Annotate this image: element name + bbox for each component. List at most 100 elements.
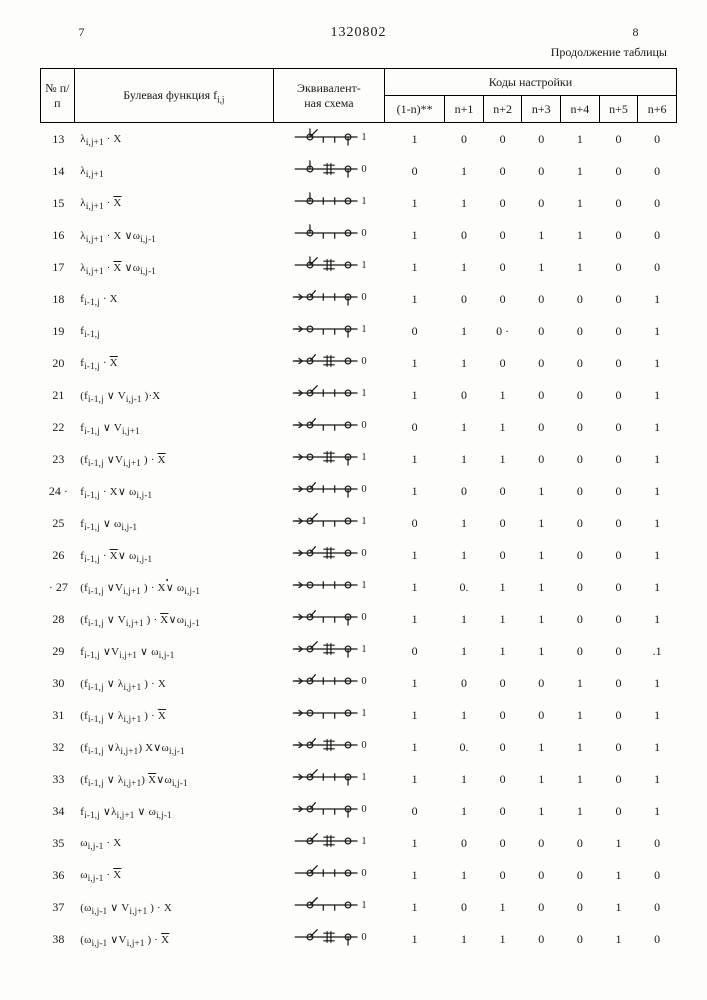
row-func: ωi,j-1 · X (74, 859, 273, 891)
code-0: 1 (384, 827, 444, 859)
code-3: 0 (522, 443, 561, 475)
code-0: 1 (384, 251, 444, 283)
code-1: 1 (445, 923, 484, 955)
code-3: 1 (522, 763, 561, 795)
table-row: 20fi-1,j · X01100001 (41, 347, 677, 379)
row-func: (ωi,j-1 ∨ Vi,j+1 ) · X (74, 891, 273, 923)
code-3: 0 (522, 891, 561, 923)
doc-number: 1320802 (331, 25, 387, 41)
svg-text:1: 1 (361, 836, 366, 847)
row-func: ωi,j-1 · X (74, 827, 273, 859)
code-4: 1 (561, 219, 600, 251)
row-no: 31 (41, 699, 75, 731)
code-0: 0 (384, 635, 444, 667)
code-2: 0 (483, 347, 522, 379)
code-0: 1 (384, 667, 444, 699)
th-func: Булевая функция fi,j (74, 69, 273, 123)
code-1: 0. (445, 731, 484, 763)
th-codes: Коды настройки (384, 69, 676, 96)
continuation-label: Продолжение таблицы (40, 45, 667, 60)
code-2: 0 (483, 219, 522, 251)
code-1: 0. (445, 571, 484, 603)
code-2: 0 (483, 123, 522, 156)
code-6: 0 (638, 859, 677, 891)
page-left: 7 (79, 25, 85, 41)
row-scheme: 1 (273, 635, 384, 667)
row-func: fi-1,j · X (74, 347, 273, 379)
code-1: 0 (445, 283, 484, 315)
row-scheme: 0 (273, 283, 384, 315)
code-2: 0 (483, 251, 522, 283)
row-scheme: 1 (273, 891, 384, 923)
code-0: 0 (384, 315, 444, 347)
svg-text:0: 0 (361, 676, 366, 687)
row-scheme: 0 (273, 731, 384, 763)
row-no: 30 (41, 667, 75, 699)
code-5: 1 (599, 923, 638, 955)
code-1: 1 (445, 763, 484, 795)
code-4: 0 (561, 315, 600, 347)
row-no: 22 (41, 411, 75, 443)
code-0: 1 (384, 443, 444, 475)
code-1: 0 (445, 475, 484, 507)
table-row: 36ωi,j-1 · X01100010 (41, 859, 677, 891)
row-no: · 27 (41, 571, 75, 603)
code-5: 0 (599, 283, 638, 315)
row-scheme: 1 (273, 123, 384, 156)
code-1: 1 (445, 347, 484, 379)
svg-text:1: 1 (361, 132, 366, 143)
code-1: 1 (445, 187, 484, 219)
svg-text:0: 0 (361, 164, 366, 175)
code-4: 0 (561, 411, 600, 443)
row-scheme: 1 (273, 379, 384, 411)
code-3: 0 (522, 411, 561, 443)
code-2: 0 (483, 507, 522, 539)
code-6: 1 (638, 411, 677, 443)
table-row: 34fi-1,j ∨λi,j+1 ∨ ωi,j-100101101 (41, 795, 677, 827)
code-4: 0 (561, 571, 600, 603)
code-3: 0 (522, 923, 561, 955)
code-1: 0 (445, 219, 484, 251)
code-1: 1 (445, 603, 484, 635)
code-5: 0 (599, 795, 638, 827)
code-3: 0 (522, 699, 561, 731)
svg-text:0: 0 (361, 804, 366, 815)
code-3: 0 (522, 283, 561, 315)
code-3: 1 (522, 219, 561, 251)
code-5: 0 (599, 155, 638, 187)
row-scheme: 0 (273, 219, 384, 251)
table-row: 25fi-1,j ∨ ωi,j-110101001 (41, 507, 677, 539)
th-c6: n+6 (638, 96, 677, 123)
svg-text:0: 0 (361, 356, 366, 367)
code-3: 0 (522, 827, 561, 859)
row-func: λi,j+1 · X (74, 123, 273, 156)
code-6: 1 (638, 347, 677, 379)
table-row: 35ωi,j-1 · X11000010 (41, 827, 677, 859)
code-6: .1 (638, 635, 677, 667)
code-5: 0 (599, 763, 638, 795)
row-scheme: 0 (273, 603, 384, 635)
th-c2: n+2 (483, 96, 522, 123)
row-func: λi,j+1 · X ∨ωi,j-1 (74, 251, 273, 283)
code-0: 1 (384, 603, 444, 635)
code-1: 1 (445, 315, 484, 347)
svg-text:1: 1 (361, 708, 366, 719)
table-row: 17λi,j+1 · X ∨ωi,j-111101100 (41, 251, 677, 283)
code-1: 1 (445, 699, 484, 731)
code-5: 0 (599, 603, 638, 635)
code-3: 0 (522, 667, 561, 699)
table-row: 19fi-1,j1010 ·0001 (41, 315, 677, 347)
table-row: 16λi,j+1 · X ∨ωi,j-101001100 (41, 219, 677, 251)
th-c3: n+3 (522, 96, 561, 123)
svg-text:1: 1 (361, 580, 366, 591)
th-c0: (1-n)** (384, 96, 444, 123)
code-0: 0 (384, 795, 444, 827)
table-body: 13λi,j+1 · X1100010014λi,j+10010010015λi… (41, 123, 677, 956)
row-scheme: 1 (273, 315, 384, 347)
row-func: (fi-1,j ∨Vi,j+1 ) · X (74, 443, 273, 475)
code-4: 0 (561, 827, 600, 859)
svg-text:1: 1 (361, 516, 366, 527)
code-2: 1 (483, 443, 522, 475)
code-2: 1 (483, 635, 522, 667)
code-6: 1 (638, 795, 677, 827)
